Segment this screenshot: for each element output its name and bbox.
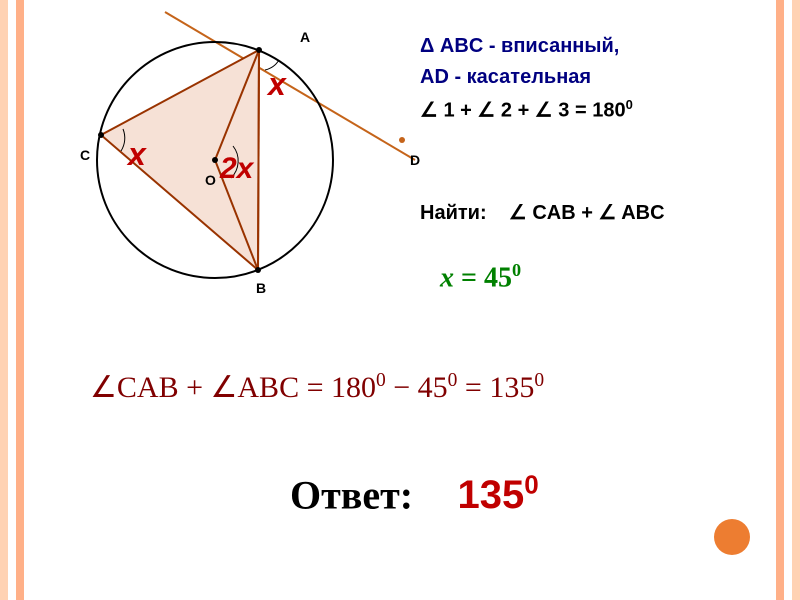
- svg-text:O: O: [205, 172, 216, 188]
- find-expression: ∠ CAB + ∠ ABC: [509, 202, 665, 224]
- given-line-1: Δ ABC - вписанный,: [420, 35, 780, 58]
- given-block: Δ ABC - вписанный, AD - касательная ∠ 1 …: [420, 35, 780, 131]
- answer-value: 1350: [458, 473, 539, 517]
- svg-text:B: B: [256, 280, 266, 296]
- given-line-2: AD - касательная: [420, 66, 780, 89]
- geometry-diagram: ABCODxx2x: [30, 0, 410, 280]
- svg-text:x: x: [126, 136, 147, 172]
- svg-text:D: D: [410, 152, 420, 168]
- diagram-svg: A B C O Dx x 2x: [30, 0, 430, 300]
- svg-text:A: A: [300, 29, 310, 45]
- answer-label: Ответ:: [290, 472, 413, 517]
- svg-text:C: C: [80, 147, 90, 163]
- next-slide-button[interactable]: [714, 519, 750, 555]
- answer-block: Ответ: 1350: [290, 470, 539, 518]
- calculation-line: ∠CAB + ∠ABC = 1800 − 450 = 1350: [90, 370, 544, 405]
- find-label: Найти:: [420, 202, 487, 224]
- svg-text:2x: 2x: [219, 152, 255, 185]
- x-value: x = 450: [440, 260, 521, 294]
- svg-text:x: x: [266, 66, 287, 102]
- given-line-3: ∠ 1 + ∠ 2 + ∠ 3 = 1800: [420, 97, 780, 123]
- find-block: Найти: ∠ CAB + ∠ ABC: [420, 200, 665, 225]
